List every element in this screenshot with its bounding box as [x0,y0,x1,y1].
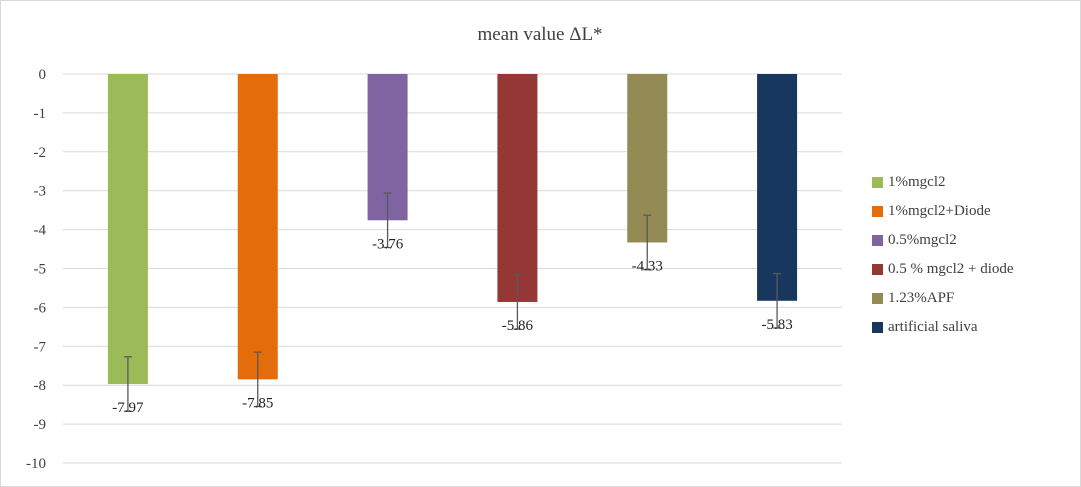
bars [107,74,798,385]
legend-item: 0.5 % mgcl2 + diode [872,255,1077,284]
y-axis-ticks: 0 -1 -2 -3 -4 -5 -6 -7 -8 -9 -10 [26,67,46,472]
data-label: -5.83 [761,317,792,333]
legend-swatch [872,206,883,217]
error-bar [123,356,132,412]
data-label: -5.86 [502,318,534,334]
data-label: -7.85 [242,395,273,411]
data-label: -7.97 [112,400,144,416]
bar [107,74,148,385]
y-tick-label: -3 [34,184,47,200]
y-tick-label: -7 [34,339,47,355]
legend-item: 0.5%mgcl2 [872,226,1077,255]
error-bar [643,214,652,271]
y-tick-label: 0 [39,67,47,83]
y-tick-label: -9 [34,417,47,433]
y-tick-label: -4 [34,223,47,239]
legend-label: 1.23%APF [888,290,955,306]
chart-legend: 1%mgcl2 1%mgcl2+Diode 0.5%mgcl2 0.5 % mgcl2… [872,168,1077,342]
bar [757,74,798,301]
error-bar [253,351,262,408]
legend-swatch [872,322,883,333]
legend-swatch [872,264,883,275]
y-tick-label: -2 [34,145,47,161]
data-labels: -7.97 -7.85 -3.76 -5.86 -4.33 -5.83 [112,236,792,416]
y-tick-label: -6 [34,300,47,316]
error-bar [773,272,782,329]
legend-item: 1.23%APF [872,284,1077,313]
legend-item: 1%mgcl2 [872,168,1077,197]
chart-title: mean value ΔL* [477,24,602,45]
bar [237,74,278,380]
y-tick-label: -8 [34,378,47,394]
legend-label: 0.5%mgcl2 [888,232,957,248]
bar [497,74,538,302]
error-bar [513,274,522,330]
legend-item: 1%mgcl2+Diode [872,197,1077,226]
legend-label: 0.5 % mgcl2 + diode [888,261,1014,277]
bar [627,74,668,243]
data-label: -4.33 [632,258,663,274]
legend-swatch [872,235,883,246]
gridlines [63,73,842,464]
y-tick-label: -5 [34,262,47,278]
legend-label: artificial saliva [888,319,978,335]
y-tick-label: -1 [34,106,47,122]
y-tick-label: -10 [26,456,46,472]
data-label: -3.76 [372,236,404,252]
legend-item: artificial saliva [872,313,1077,342]
legend-label: 1%mgcl2 [888,174,946,190]
legend-swatch [872,177,883,188]
legend-label: 1%mgcl2+Diode [888,203,991,219]
legend-swatch [872,293,883,304]
error-bars [123,192,782,412]
error-bar [383,192,392,249]
